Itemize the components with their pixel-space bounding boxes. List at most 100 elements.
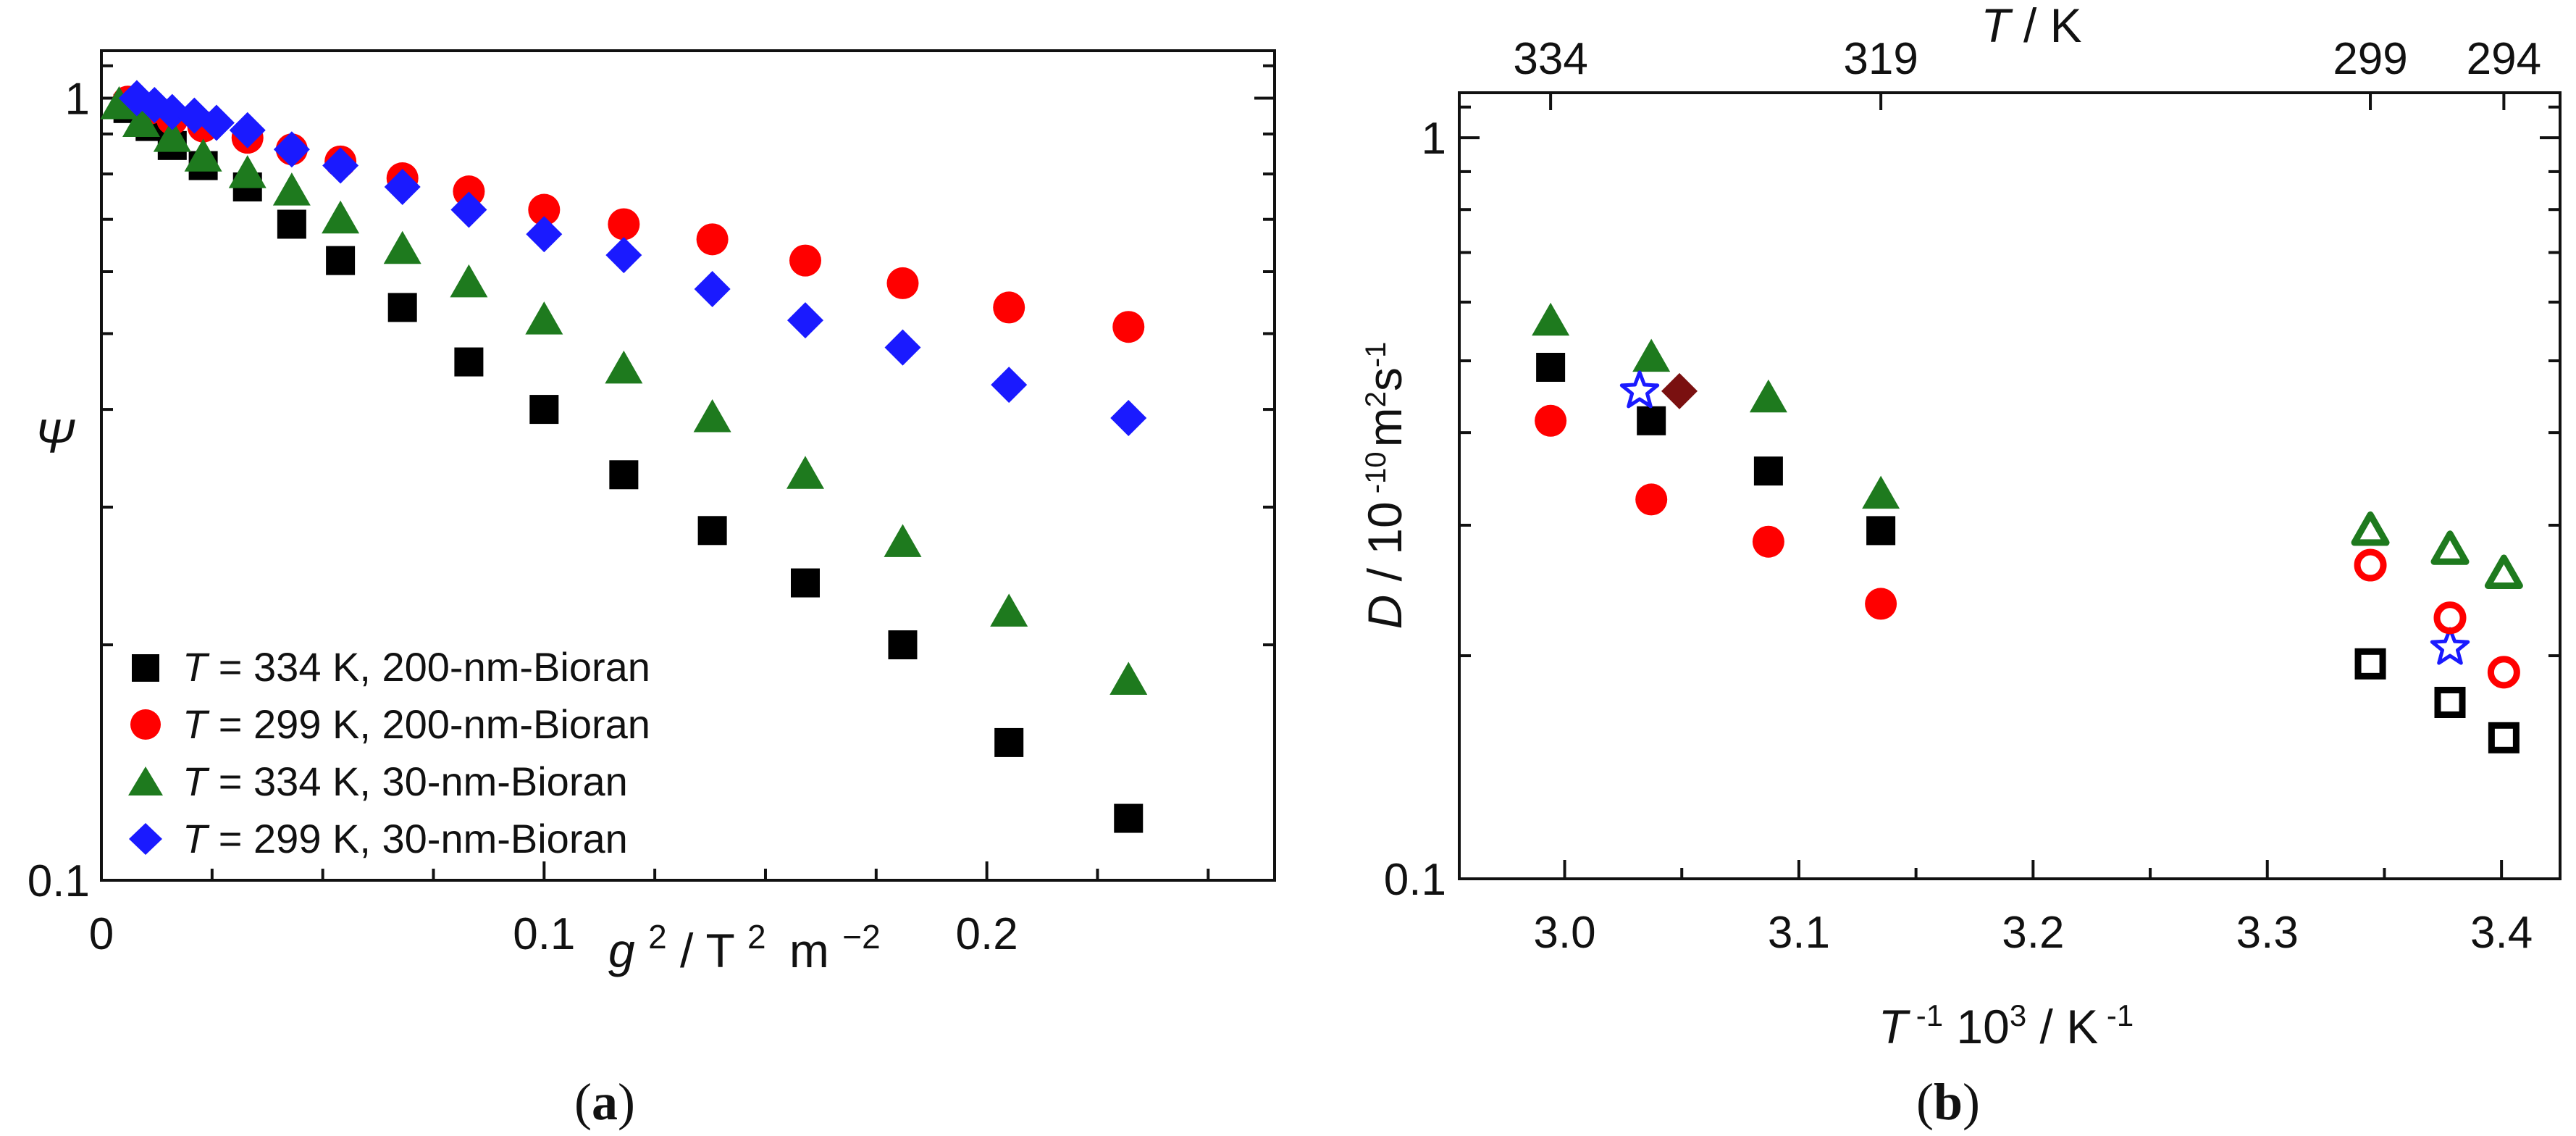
- data-point-series-0: [1536, 352, 1566, 382]
- data-point-series-2: [786, 456, 824, 489]
- data-point-series-1: [528, 193, 561, 226]
- legend-rest: = 299 K, 30-nm-Bioran: [207, 816, 628, 861]
- data-point-series-0: [387, 293, 417, 322]
- legend-rest: = 334 K, 200-nm-Bioran: [207, 644, 650, 690]
- data-point-series-3: [605, 237, 642, 274]
- panel-a-ticks: 0 0.1 0.20.11: [28, 64, 1275, 959]
- x-title-k: / K: [2026, 1000, 2098, 1053]
- legend-marker-triangle: [128, 767, 163, 795]
- data-point-series-0: [1637, 406, 1666, 435]
- panel-a-points: [100, 80, 1148, 833]
- legend-marker-diamond: [129, 823, 162, 855]
- data-point-series-3: [884, 329, 921, 366]
- data-point-series-3: [273, 131, 310, 168]
- data-point-series-3: [154, 93, 190, 130]
- data-point-series-1: [886, 267, 919, 299]
- y-tick-label: 0.1: [28, 856, 90, 906]
- legend-label-334k-30nm: T = 334 K, 30-nm-Bioran: [182, 759, 628, 804]
- top-title-t: T: [1981, 0, 2013, 52]
- y-tick-label: 1: [1422, 114, 1446, 164]
- y-title-s: s: [1358, 367, 1411, 391]
- x-title-exp2: 3: [2010, 998, 2026, 1032]
- panel-b-label: (b): [1916, 1073, 1980, 1131]
- legend-t-symbol: T: [182, 816, 210, 861]
- data-point-series-6: [2354, 548, 2387, 582]
- panel-a-x-axis-title: g 2 / T 2 m −2: [608, 905, 881, 977]
- data-point-series-2: [450, 264, 488, 298]
- top-tick-label: 319: [1843, 34, 1918, 84]
- data-point-series-7: [2484, 554, 2523, 589]
- data-point-series-0: [326, 246, 356, 275]
- data-point-series-1: [1535, 404, 1567, 437]
- y-tick-label: 1: [65, 75, 90, 125]
- data-point-series-7: [2430, 530, 2470, 565]
- data-point-series-3: [2430, 627, 2470, 665]
- data-point-series-2: [153, 119, 191, 152]
- x-tick-label: 3.4: [2470, 908, 2533, 958]
- panel-b-frame: [1458, 91, 2562, 880]
- top-tick-label: 294: [2467, 34, 2541, 84]
- legend-label-334k-200nm: T = 334 K, 200-nm-Bioran: [182, 644, 650, 690]
- panel-b-points: [1532, 302, 2523, 753]
- data-point-series-3: [991, 367, 1028, 404]
- data-point-series-2: [228, 155, 267, 188]
- panel-a: 0 0.1 0.20.11 Ψ g 2 / T 2 m −2 T = 334 K, …: [28, 49, 1276, 1131]
- panel-b-top-axis-title: T / K: [1981, 0, 2081, 52]
- data-point-series-3: [322, 147, 359, 184]
- data-point-series-2: [383, 230, 421, 264]
- data-point-series-7: [2351, 511, 2390, 546]
- data-point-series-0: [529, 395, 559, 425]
- x-title-t: T: [1879, 1000, 1911, 1053]
- data-point-series-1: [993, 291, 1025, 324]
- x-title-exp3: -1: [2098, 998, 2134, 1032]
- panel-b-x-axis-title: T -1 103 / K -1: [1879, 998, 2134, 1053]
- data-point-series-2: [184, 138, 222, 172]
- panel-b-y-axis-title: D / 10 -10 m2s-1: [1358, 342, 1411, 630]
- y-title-d: D: [1358, 595, 1411, 630]
- data-point-series-2: [1532, 302, 1570, 336]
- legend-rest: = 334 K, 30-nm-Bioran: [207, 759, 628, 804]
- data-point-series-0: [697, 516, 727, 546]
- x-tick-label: 0.1: [513, 909, 575, 959]
- x-title-g: g: [608, 924, 635, 977]
- x-tick-label: 3.1: [1768, 908, 1830, 958]
- legend-t-symbol: T: [182, 759, 210, 804]
- data-point-series-0: [791, 568, 820, 598]
- y-title-exp2: 2: [1360, 391, 1392, 407]
- top-tick-label: 334: [1513, 34, 1587, 84]
- legend-t-symbol: T: [182, 644, 210, 690]
- data-point-series-2: [1109, 661, 1148, 695]
- data-point-series-0: [1753, 456, 1783, 486]
- panel-b-ticks: 3.0 3.1 3.2 3.3 3.4 334 319 299 294 0.1 1: [1384, 34, 2560, 958]
- data-point-series-1: [1865, 588, 1897, 620]
- x-tick-label: 3.0: [1533, 908, 1595, 958]
- x-title-mid: / T: [680, 924, 734, 977]
- data-point-series-5: [2354, 648, 2386, 680]
- data-point-series-0: [454, 347, 484, 377]
- data-point-series-1: [453, 175, 485, 208]
- data-point-series-0: [1114, 803, 1144, 833]
- panel-b: 3.0 3.1 3.2 3.3 3.4 334 319 299 294 0.1 1 T / K D …: [1358, 0, 2562, 1131]
- y-title-exp3: -1: [1360, 342, 1392, 368]
- data-point-series-2: [525, 301, 563, 335]
- data-point-series-2: [693, 398, 731, 433]
- data-point-series-3: [694, 271, 731, 308]
- data-point-series-0: [277, 209, 306, 239]
- data-point-series-2: [1749, 379, 1787, 413]
- legend-marker-square: [132, 654, 159, 682]
- x-tick-label: 3.2: [2002, 908, 2064, 958]
- data-point-series-2: [990, 593, 1028, 627]
- x-tick-label: 0.2: [956, 909, 1018, 959]
- data-point-series-3: [787, 302, 823, 339]
- x-tick-label: 0: [89, 909, 114, 959]
- data-point-series-3: [526, 216, 563, 253]
- data-point-series-1: [1112, 311, 1145, 343]
- data-point-series-2: [1862, 475, 1900, 509]
- data-point-series-1: [1635, 483, 1668, 516]
- y-tick-label: 0.1: [1384, 855, 1446, 905]
- x-title-exp1: -1: [1908, 998, 1943, 1032]
- top-title-rest: / K: [2010, 0, 2082, 52]
- data-point-series-0: [609, 460, 639, 490]
- panel-a-letter: a: [592, 1073, 618, 1131]
